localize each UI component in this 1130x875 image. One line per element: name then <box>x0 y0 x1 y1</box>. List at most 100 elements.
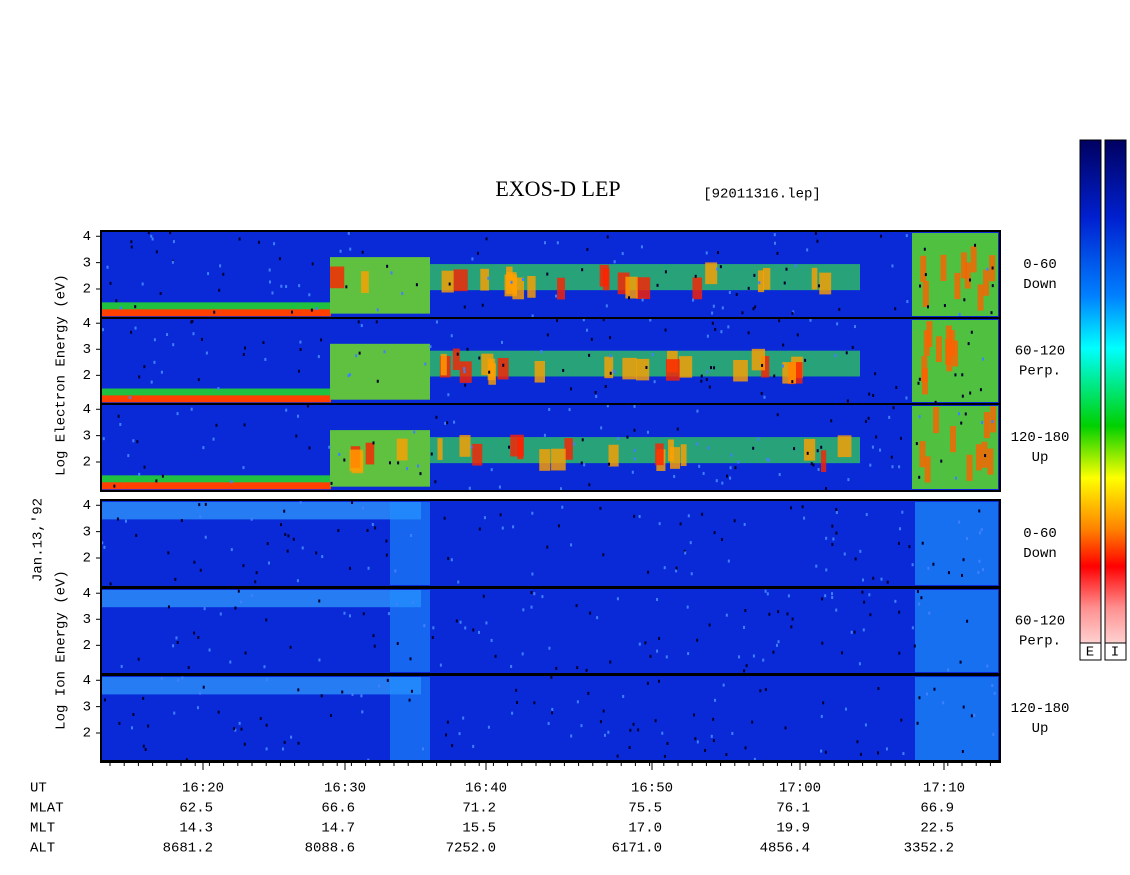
colorbar-label: E <box>1086 645 1094 661</box>
spectrogram-noise <box>516 701 519 705</box>
spectrogram-noise <box>234 728 237 732</box>
spectrogram-noise <box>580 461 583 465</box>
spectrogram-noise <box>665 655 668 659</box>
spectrogram-noise <box>705 377 708 381</box>
spectrogram-noise <box>847 478 850 482</box>
spectrogram-noise <box>361 506 364 510</box>
spectrogram-noise <box>791 617 794 621</box>
panel-label: 60-120 <box>1015 614 1065 630</box>
spectrogram-noise <box>406 467 409 471</box>
spectrogram-noise <box>726 474 729 478</box>
spectrogram-noise <box>846 399 849 403</box>
spectrogram-noise <box>243 742 246 746</box>
spectrogram-noise <box>869 463 872 467</box>
spectrogram-band <box>915 677 998 760</box>
row-value: 71.2 <box>462 801 496 817</box>
spectrogram-noise <box>794 264 797 268</box>
spectrogram-noise <box>185 758 188 762</box>
spectrogram-noise <box>869 613 872 617</box>
spectrogram-noise <box>501 340 504 344</box>
spectrogram-noise <box>984 454 987 458</box>
spectrogram-noise <box>219 612 222 616</box>
spectrogram-noise <box>104 698 107 702</box>
spectrogram-noise <box>712 717 715 721</box>
spectrogram-noise <box>692 713 695 717</box>
spectrogram-noise <box>550 675 553 679</box>
spectrogram-noise <box>478 527 481 531</box>
spectrogram-noise <box>738 655 741 659</box>
spectrogram-noise <box>271 291 274 295</box>
spectrogram-noise <box>386 264 389 268</box>
spectrogram-noise <box>696 409 699 413</box>
spectrogram-noise <box>637 728 640 732</box>
spectrogram-noise <box>531 314 534 318</box>
spectrogram-noise <box>466 347 469 351</box>
spectrogram-noise <box>919 284 922 288</box>
spectrogram-noise <box>299 340 302 344</box>
spectrogram-noise <box>501 526 504 530</box>
panel-label: 60-120 <box>1015 344 1065 360</box>
spectrogram-blob <box>820 450 827 473</box>
spectrogram-noise <box>918 602 921 606</box>
spectrogram-noise <box>775 643 778 647</box>
spectrogram-noise <box>754 305 757 309</box>
spectrogram-noise <box>958 312 961 316</box>
spectrogram-noise <box>339 249 342 253</box>
spectrogram-noise <box>934 400 937 404</box>
spectrogram-noise <box>638 515 641 519</box>
spectrogram-noise <box>626 435 629 439</box>
spectrogram-noise <box>981 420 984 424</box>
spectrogram-noise <box>710 366 713 370</box>
spectrogram-noise <box>508 445 511 449</box>
spectrogram-noise <box>138 375 141 379</box>
spectrogram-noise <box>589 611 592 615</box>
spectrogram-noise <box>448 282 451 286</box>
spectrogram-noise <box>966 536 969 540</box>
spectrogram-noise <box>717 250 720 254</box>
spectrogram-noise <box>752 446 755 450</box>
spectrogram-noise <box>212 437 215 441</box>
spectrogram-noise <box>580 724 583 728</box>
spectrogram-noise <box>238 721 241 725</box>
spectrogram-noise <box>731 731 734 735</box>
spectrogram-noise <box>763 395 766 399</box>
spectrogram-noise <box>966 619 969 623</box>
spectrogram-noise <box>834 354 837 358</box>
spectrogram-noise <box>547 722 550 726</box>
spectrogram-noise <box>196 706 199 710</box>
spectrogram-noise <box>721 481 724 485</box>
spectrogram-blob <box>954 272 961 300</box>
spectrogram-noise <box>743 522 746 526</box>
y-tick-label: 4 <box>83 316 91 332</box>
spectrogram-noise <box>862 578 865 582</box>
spectrogram-noise <box>213 310 216 314</box>
spectrogram-noise <box>366 528 369 532</box>
spectrogram-band <box>101 395 331 403</box>
row-value: 6171.0 <box>612 841 662 857</box>
spectrogram-noise <box>759 689 762 693</box>
spectrogram-noise <box>916 589 919 593</box>
spectrogram-noise <box>926 692 929 696</box>
y-tick-label: 4 <box>83 673 91 689</box>
spectrogram-noise <box>543 433 546 437</box>
y-tick-label: 4 <box>83 402 91 418</box>
spectrogram-blob <box>952 340 959 367</box>
spectrogram-noise <box>701 512 704 516</box>
y-tick-label: 3 <box>83 524 91 540</box>
spectrogram-noise <box>376 308 379 312</box>
spectrogram-noise <box>809 318 812 322</box>
spectrogram-noise <box>408 698 411 702</box>
panel-label: 120-180 <box>1011 430 1070 446</box>
spectrogram-noise <box>696 442 699 446</box>
spectrogram-blob <box>622 357 637 380</box>
spectrogram-noise <box>522 608 525 612</box>
spectrogram-noise <box>173 711 176 715</box>
spectrogram-noise <box>144 747 147 751</box>
spectrogram-noise <box>676 427 679 431</box>
spectrogram-noise <box>891 264 894 268</box>
spectrogram-noise <box>961 394 964 398</box>
spectrogram-blob <box>487 358 496 381</box>
spectrogram-noise <box>472 744 475 748</box>
spectrogram-noise <box>494 654 497 658</box>
spectrogram-noise <box>897 541 900 545</box>
